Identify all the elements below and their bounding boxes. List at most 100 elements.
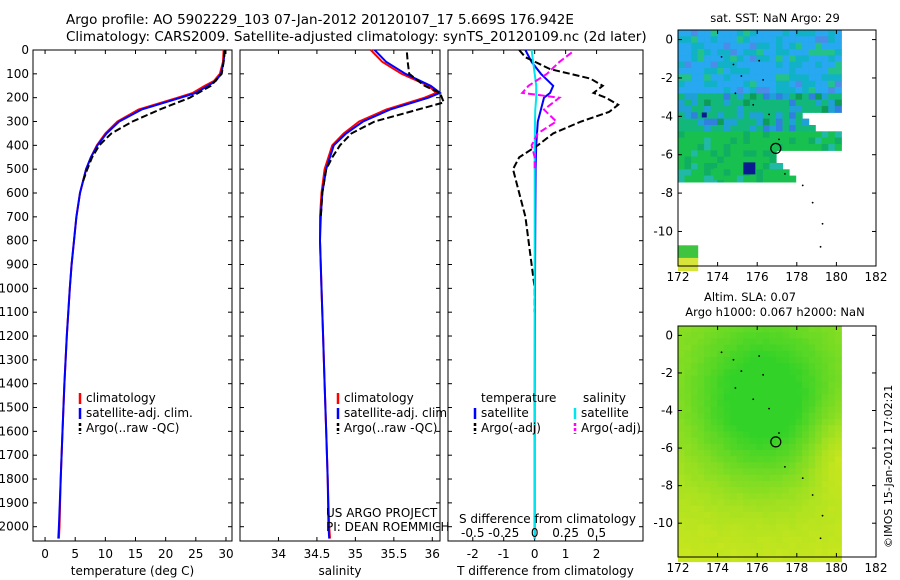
map-cell <box>789 468 797 476</box>
map-cell <box>684 419 692 426</box>
x-tick-label: 20 <box>158 547 173 561</box>
map-cell <box>704 87 712 94</box>
map-cell <box>795 68 803 75</box>
map-cell <box>697 344 705 352</box>
map-cell <box>730 431 738 439</box>
map-cell <box>782 388 790 395</box>
map-cell <box>808 474 816 482</box>
map-cell <box>834 344 842 352</box>
map-cell <box>756 381 764 389</box>
map-cell <box>691 30 699 37</box>
map-cell <box>756 394 764 401</box>
map-cell <box>808 511 816 519</box>
map-cell <box>769 55 777 63</box>
map-cell <box>802 357 810 364</box>
map-cell <box>723 493 731 501</box>
map-cell <box>821 437 829 445</box>
map-cell <box>704 462 712 470</box>
map-cell <box>730 106 738 113</box>
map-cell <box>743 150 751 158</box>
map-cell <box>684 131 692 139</box>
map-cell <box>678 462 686 470</box>
map-cell <box>834 443 842 451</box>
legend-header-salinity: salinity <box>583 391 626 405</box>
map-cell <box>710 375 718 383</box>
map-cell <box>704 80 712 88</box>
map-cell <box>808 137 816 145</box>
map-cell <box>828 536 836 544</box>
map-cell <box>749 36 757 44</box>
map-cell <box>769 412 777 420</box>
map-cell <box>815 425 823 432</box>
map-cell <box>710 344 718 352</box>
map-cell <box>730 74 738 82</box>
map-cell <box>762 388 770 395</box>
map-cell <box>717 549 725 556</box>
depth-tick-label: 900 <box>6 258 29 272</box>
x-tick-label: 2 <box>593 547 601 561</box>
map-cell <box>723 36 731 44</box>
map-cell <box>736 536 744 544</box>
map-cell <box>776 112 784 120</box>
map-cell <box>723 137 731 145</box>
map-cell <box>769 363 777 370</box>
map-cell <box>723 425 731 432</box>
map-cell <box>789 42 797 50</box>
legend-satellite-label: satellite-adj. clim. <box>86 406 193 420</box>
map-cell <box>730 530 738 538</box>
map-cell <box>678 493 686 501</box>
map-cell <box>730 93 738 101</box>
map-cell <box>710 468 718 476</box>
map-cell <box>717 93 725 101</box>
map-cell <box>749 42 757 50</box>
map-cell <box>821 30 829 37</box>
map-cell <box>762 375 770 383</box>
map-cell <box>795 412 803 420</box>
map-cell <box>743 425 751 432</box>
map-cell <box>776 357 784 364</box>
map-cell <box>723 468 731 476</box>
map-cell <box>678 480 686 488</box>
map-cell <box>815 42 823 50</box>
map-cell <box>736 68 744 75</box>
map-cell <box>802 400 810 408</box>
map-cell <box>691 251 699 259</box>
map-cell <box>684 175 692 183</box>
map-cell <box>802 144 810 151</box>
map-cell <box>769 443 777 451</box>
map-cell <box>704 118 712 126</box>
map-cell <box>782 450 790 457</box>
map-cell <box>756 42 764 50</box>
map-cell <box>756 443 764 451</box>
map-cell <box>684 245 692 253</box>
map-cell <box>749 144 757 151</box>
map-cell <box>789 450 797 457</box>
map-cell <box>802 406 810 414</box>
map-cell <box>736 375 744 383</box>
map-cell <box>691 419 699 426</box>
map-cell <box>697 125 705 132</box>
x-tick-label: 30 <box>218 547 233 561</box>
map-cell <box>828 530 836 538</box>
map-cell <box>795 357 803 364</box>
map-cell <box>678 437 686 445</box>
map-cell <box>743 137 751 145</box>
map-cell <box>769 462 777 470</box>
map-cell <box>834 49 842 56</box>
map-cell <box>723 375 731 383</box>
map-cell <box>678 549 686 556</box>
map-cell <box>815 536 823 544</box>
map-cell <box>697 437 705 445</box>
map-cell <box>802 499 810 507</box>
map-cell <box>710 524 718 532</box>
map-cell <box>828 450 836 457</box>
map-cell <box>743 99 751 107</box>
map-cell <box>678 131 686 139</box>
map-cell <box>776 74 784 82</box>
map-cell <box>678 125 686 132</box>
map-cell <box>736 363 744 370</box>
map-cell <box>815 87 823 94</box>
map-cell <box>756 36 764 44</box>
depth-tick-label: 1700 <box>0 448 29 462</box>
map-cell <box>730 536 738 544</box>
